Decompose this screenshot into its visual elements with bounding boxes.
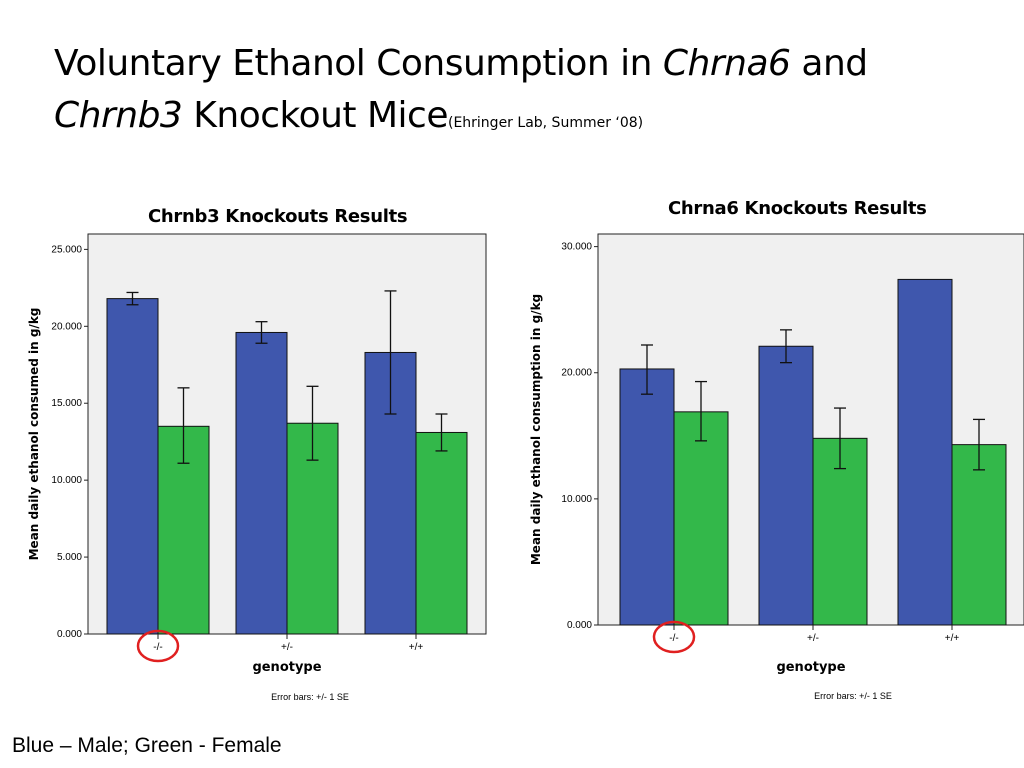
x-category-label: -/- <box>669 633 678 644</box>
x-category-label: +/+ <box>945 633 960 644</box>
female-bar-3 <box>951 444 1007 626</box>
female-bar-2 <box>812 437 868 626</box>
x-axis-label: genotype <box>252 660 321 675</box>
y-tick-label: 10.000 <box>561 494 592 505</box>
x-category-label: +/+ <box>409 642 424 653</box>
y-tick-label: 0.000 <box>57 629 82 640</box>
x-category-label: -/- <box>153 642 162 653</box>
y-axis-label: Mean daily ethanol consumed in g/kg <box>27 308 41 561</box>
highlight-circle <box>652 620 696 654</box>
x-axis-label: genotype <box>776 660 845 675</box>
y-axis-label: Mean daily ethanol consumption in g/kg <box>529 294 543 565</box>
x-category-label: +/- <box>281 642 293 653</box>
male-bar-2 <box>758 345 814 626</box>
error-bar-note: Error bars: +/- 1 SE <box>814 691 892 701</box>
y-tick-label: 5.000 <box>57 552 82 563</box>
y-tick-label: 20.000 <box>51 321 82 332</box>
title-text-2: and <box>790 43 868 84</box>
title-gene-chrnb3: Chrnb3 <box>54 95 183 136</box>
chrnb3-bar-chart: 0.000 5.000 10.000 15.000 20.000 25.000 -/- +/-… <box>27 233 487 702</box>
chrna6-bar-chart: 0.000 10.000 20.000 30.000 -/- +/- +/+ genotype… <box>529 233 1024 701</box>
slide-title: Voluntary Ethanol Consumption in Chrna6 … <box>54 38 1004 149</box>
male-bar-2 <box>235 331 288 635</box>
male-bar-1 <box>106 298 159 635</box>
female-bar-1 <box>673 411 729 626</box>
y-tick-label: 20.000 <box>561 368 592 379</box>
highlight-circle <box>136 629 180 663</box>
y-tick-label: 25.000 <box>51 244 82 255</box>
title-source: (Ehringer Lab, Summer ‘08) <box>447 115 644 131</box>
title-text-1: Voluntary Ethanol Consumption in <box>54 43 663 84</box>
title-text-3: Knockout Mice <box>182 95 448 136</box>
legend-footnote: Blue – Male; Green - Female <box>12 734 282 757</box>
error-bar-note: Error bars: +/- 1 SE <box>271 692 349 702</box>
y-tick-label: 10.000 <box>51 475 82 486</box>
chrnb3-chart-title: Chrnb3 Knockouts Results <box>148 206 408 227</box>
title-gene-chrna6: Chrna6 <box>662 43 791 84</box>
chrna6-chart-title: Chrna6 Knockouts Results <box>668 198 927 219</box>
male-bar-1 <box>619 368 675 626</box>
y-tick-label: 15.000 <box>51 398 82 409</box>
female-bar-3 <box>415 431 468 635</box>
y-tick-label: 30.000 <box>561 242 592 253</box>
male-bar-3 <box>897 278 953 626</box>
y-tick-label: 0.000 <box>567 620 592 631</box>
x-category-label: +/- <box>807 633 819 644</box>
